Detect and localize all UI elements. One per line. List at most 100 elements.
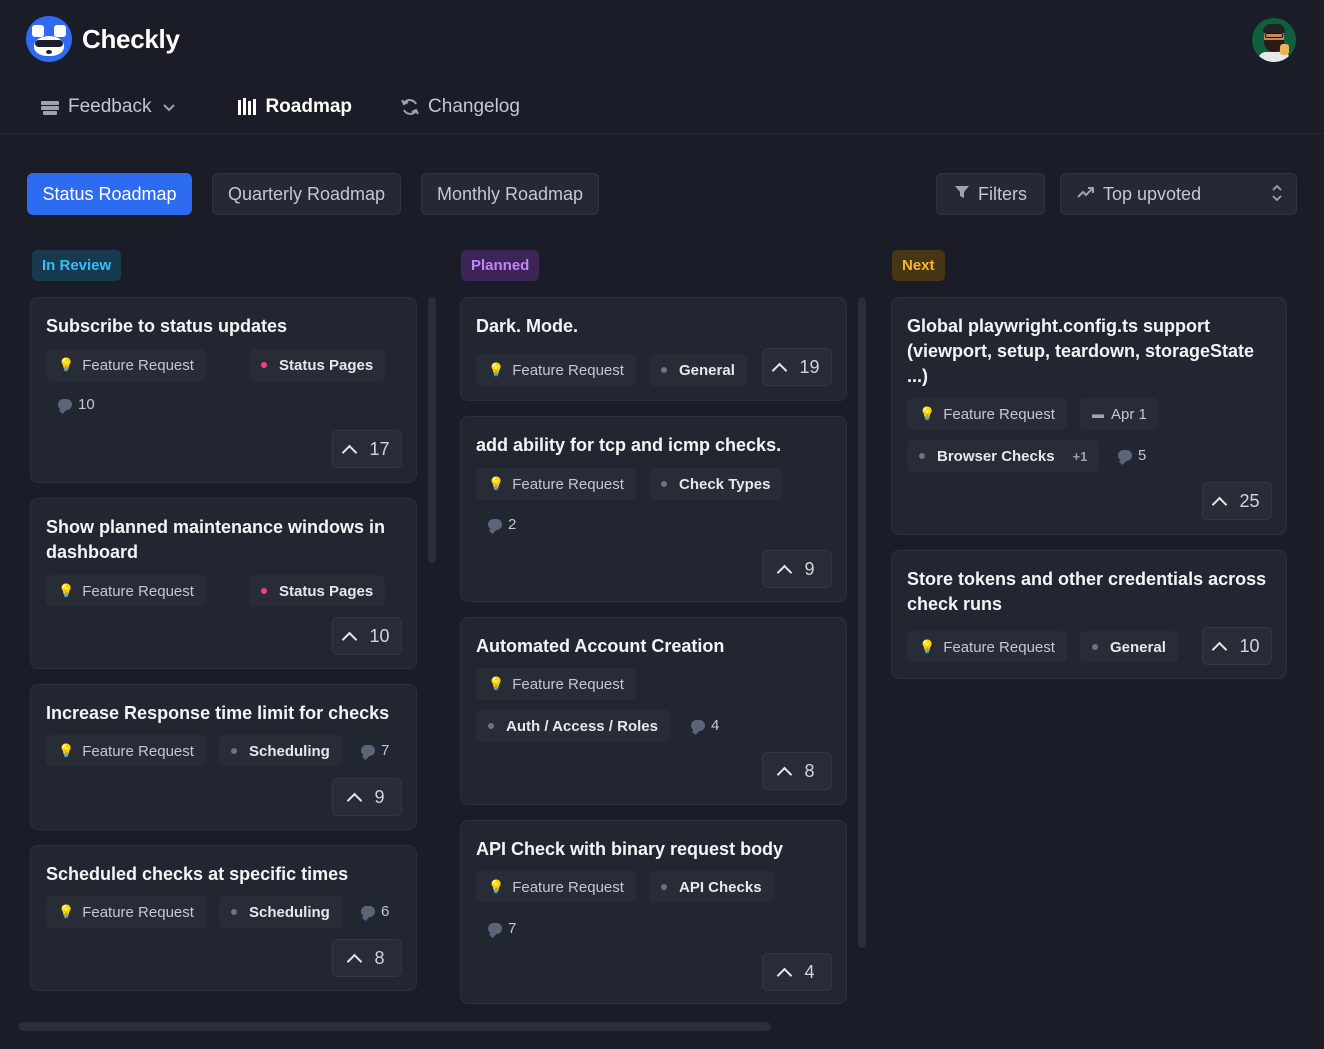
chevron-up-icon bbox=[1212, 641, 1228, 657]
chevron-up-icon bbox=[777, 564, 793, 580]
select-arrows-icon bbox=[1272, 184, 1282, 205]
brand[interactable]: Checkly bbox=[26, 16, 180, 62]
top-bar: Checkly Feedback Roadmap Changelog bbox=[0, 0, 1324, 134]
calendar-icon: ▬ bbox=[1092, 407, 1104, 421]
refresh-icon bbox=[400, 98, 420, 116]
upvote-button[interactable]: 8 bbox=[332, 939, 402, 977]
lightbulb-icon: 💡 bbox=[58, 743, 75, 758]
vote-count: 10 bbox=[369, 625, 390, 646]
roadmap-card[interactable]: Increase Response time limit for checks … bbox=[30, 684, 417, 830]
roadmap-card[interactable]: Subscribe to status updates 💡 Feature Req… bbox=[30, 297, 417, 483]
dot-icon bbox=[1092, 644, 1098, 650]
topic-tag: Check Types bbox=[649, 468, 783, 500]
vote-count: 9 bbox=[374, 786, 385, 807]
upvote-button[interactable]: 10 bbox=[1202, 627, 1272, 665]
upvote-button[interactable]: 19 bbox=[762, 348, 832, 386]
upvote-button[interactable]: 10 bbox=[332, 617, 402, 655]
roadmap-card[interactable]: add ability for tcp and icmp checks. 💡 Fe… bbox=[460, 416, 847, 602]
upvote-button[interactable]: 8 bbox=[762, 752, 832, 790]
tag-label: Feature Request bbox=[512, 675, 624, 693]
tag-label: Scheduling bbox=[249, 903, 330, 921]
stack-icon bbox=[40, 98, 60, 116]
topic-tag: General bbox=[649, 354, 747, 386]
tab-quarterly-roadmap[interactable]: Quarterly Roadmap bbox=[212, 173, 401, 215]
tag-label: Browser Checks bbox=[937, 447, 1055, 465]
card-title: Increase Response time limit for checks bbox=[46, 703, 390, 723]
chevron-up-icon bbox=[1212, 496, 1228, 512]
column-scrollbar[interactable] bbox=[858, 297, 866, 948]
comment-icon bbox=[361, 906, 375, 917]
upvote-button[interactable]: 17 bbox=[332, 430, 402, 468]
roadmap-card[interactable]: Store tokens and other credentials acros… bbox=[891, 550, 1287, 679]
lightbulb-icon: 💡 bbox=[488, 676, 505, 691]
trending-up-icon bbox=[1077, 185, 1095, 203]
card-title: add ability for tcp and icmp checks. bbox=[476, 435, 782, 455]
upvote-button[interactable]: 4 bbox=[762, 953, 832, 991]
filter-icon bbox=[954, 184, 970, 205]
tag-label: API Checks bbox=[679, 878, 762, 896]
horizontal-scrollbar[interactable] bbox=[18, 1022, 771, 1031]
card-title: Show planned maintenance windows in dash… bbox=[46, 517, 386, 562]
lightbulb-icon: 💡 bbox=[488, 362, 505, 377]
chevron-up-icon bbox=[342, 631, 358, 647]
roadmap-card[interactable]: API Check with binary request body 💡 Feat… bbox=[460, 820, 847, 1004]
comment-count-value: 4 bbox=[711, 717, 720, 734]
lightbulb-icon: 💡 bbox=[58, 904, 75, 919]
upvote-button[interactable]: 9 bbox=[332, 778, 402, 816]
tag-label: Feature Request bbox=[512, 878, 624, 896]
comment-count: 5 bbox=[1118, 447, 1146, 464]
chevron-up-icon bbox=[772, 362, 788, 378]
dot-icon bbox=[661, 481, 667, 487]
topic-tag: API Checks bbox=[649, 871, 774, 903]
comment-count-value: 7 bbox=[381, 742, 390, 759]
tag-label: General bbox=[1110, 638, 1166, 656]
roadmap-card[interactable]: Global playwright.config.ts support (vie… bbox=[891, 297, 1287, 535]
upvote-button[interactable]: 25 bbox=[1202, 482, 1272, 520]
roadmap-card[interactable]: Show planned maintenance windows in dash… bbox=[30, 498, 417, 669]
lightbulb-icon: 💡 bbox=[58, 583, 75, 598]
nav-roadmap[interactable]: Roadmap bbox=[237, 96, 352, 118]
tag-label: Feature Request bbox=[82, 582, 194, 600]
dot-icon bbox=[261, 588, 267, 594]
tab-monthly-roadmap[interactable]: Monthly Roadmap bbox=[421, 173, 599, 215]
chevron-up-icon bbox=[342, 444, 358, 460]
nav-changelog[interactable]: Changelog bbox=[400, 96, 520, 118]
tab-label: Status Roadmap bbox=[42, 183, 177, 204]
status-badge-next: Next bbox=[892, 250, 945, 281]
main-nav: Feedback Roadmap Changelog bbox=[40, 96, 580, 118]
comment-icon bbox=[58, 399, 72, 410]
status-badge-in-review: In Review bbox=[32, 250, 122, 281]
nav-feedback[interactable]: Feedback bbox=[40, 96, 176, 118]
topic-tag: Status Pages bbox=[249, 349, 386, 381]
vote-count: 25 bbox=[1239, 490, 1260, 511]
comment-icon bbox=[488, 923, 502, 934]
column-scrollbar[interactable] bbox=[428, 297, 436, 563]
topic-tag: General bbox=[1080, 631, 1178, 663]
tag-label: Feature Request bbox=[512, 475, 624, 493]
date-tag: ▬ Apr 1 bbox=[1080, 398, 1159, 430]
user-avatar[interactable] bbox=[1252, 18, 1296, 62]
tag-label: Feature Request bbox=[82, 356, 194, 374]
roadmap-card[interactable]: Scheduled checks at specific times 💡 Feat… bbox=[30, 845, 417, 991]
roadmap-card[interactable]: Dark. Mode. 💡 Feature Request General 19 bbox=[460, 297, 847, 401]
filters-button[interactable]: Filters bbox=[936, 173, 1045, 215]
category-tag: 💡 Feature Request bbox=[46, 896, 206, 928]
upvote-button[interactable]: 9 bbox=[762, 550, 832, 588]
roadmap-card[interactable]: Automated Account Creation 💡 Feature Requ… bbox=[460, 617, 847, 805]
nav-label: Feedback bbox=[68, 96, 152, 117]
card-title: Automated Account Creation bbox=[476, 636, 725, 656]
category-tag: 💡 Feature Request bbox=[46, 349, 206, 381]
comment-icon bbox=[691, 720, 705, 731]
chevron-down-icon bbox=[163, 100, 176, 115]
raccoon-logo-icon bbox=[26, 16, 72, 62]
dot-icon bbox=[231, 909, 237, 915]
vote-count: 17 bbox=[369, 438, 390, 459]
nav-label: Changelog bbox=[428, 96, 520, 117]
nav-label: Roadmap bbox=[265, 96, 353, 117]
comment-count-value: 5 bbox=[1138, 447, 1147, 464]
sort-select[interactable]: Top upvoted bbox=[1060, 173, 1297, 215]
tab-status-roadmap[interactable]: Status Roadmap bbox=[27, 173, 192, 215]
vote-count: 4 bbox=[804, 961, 815, 982]
tag-label: Feature Request bbox=[943, 405, 1055, 423]
tag-label: Feature Request bbox=[943, 638, 1055, 656]
